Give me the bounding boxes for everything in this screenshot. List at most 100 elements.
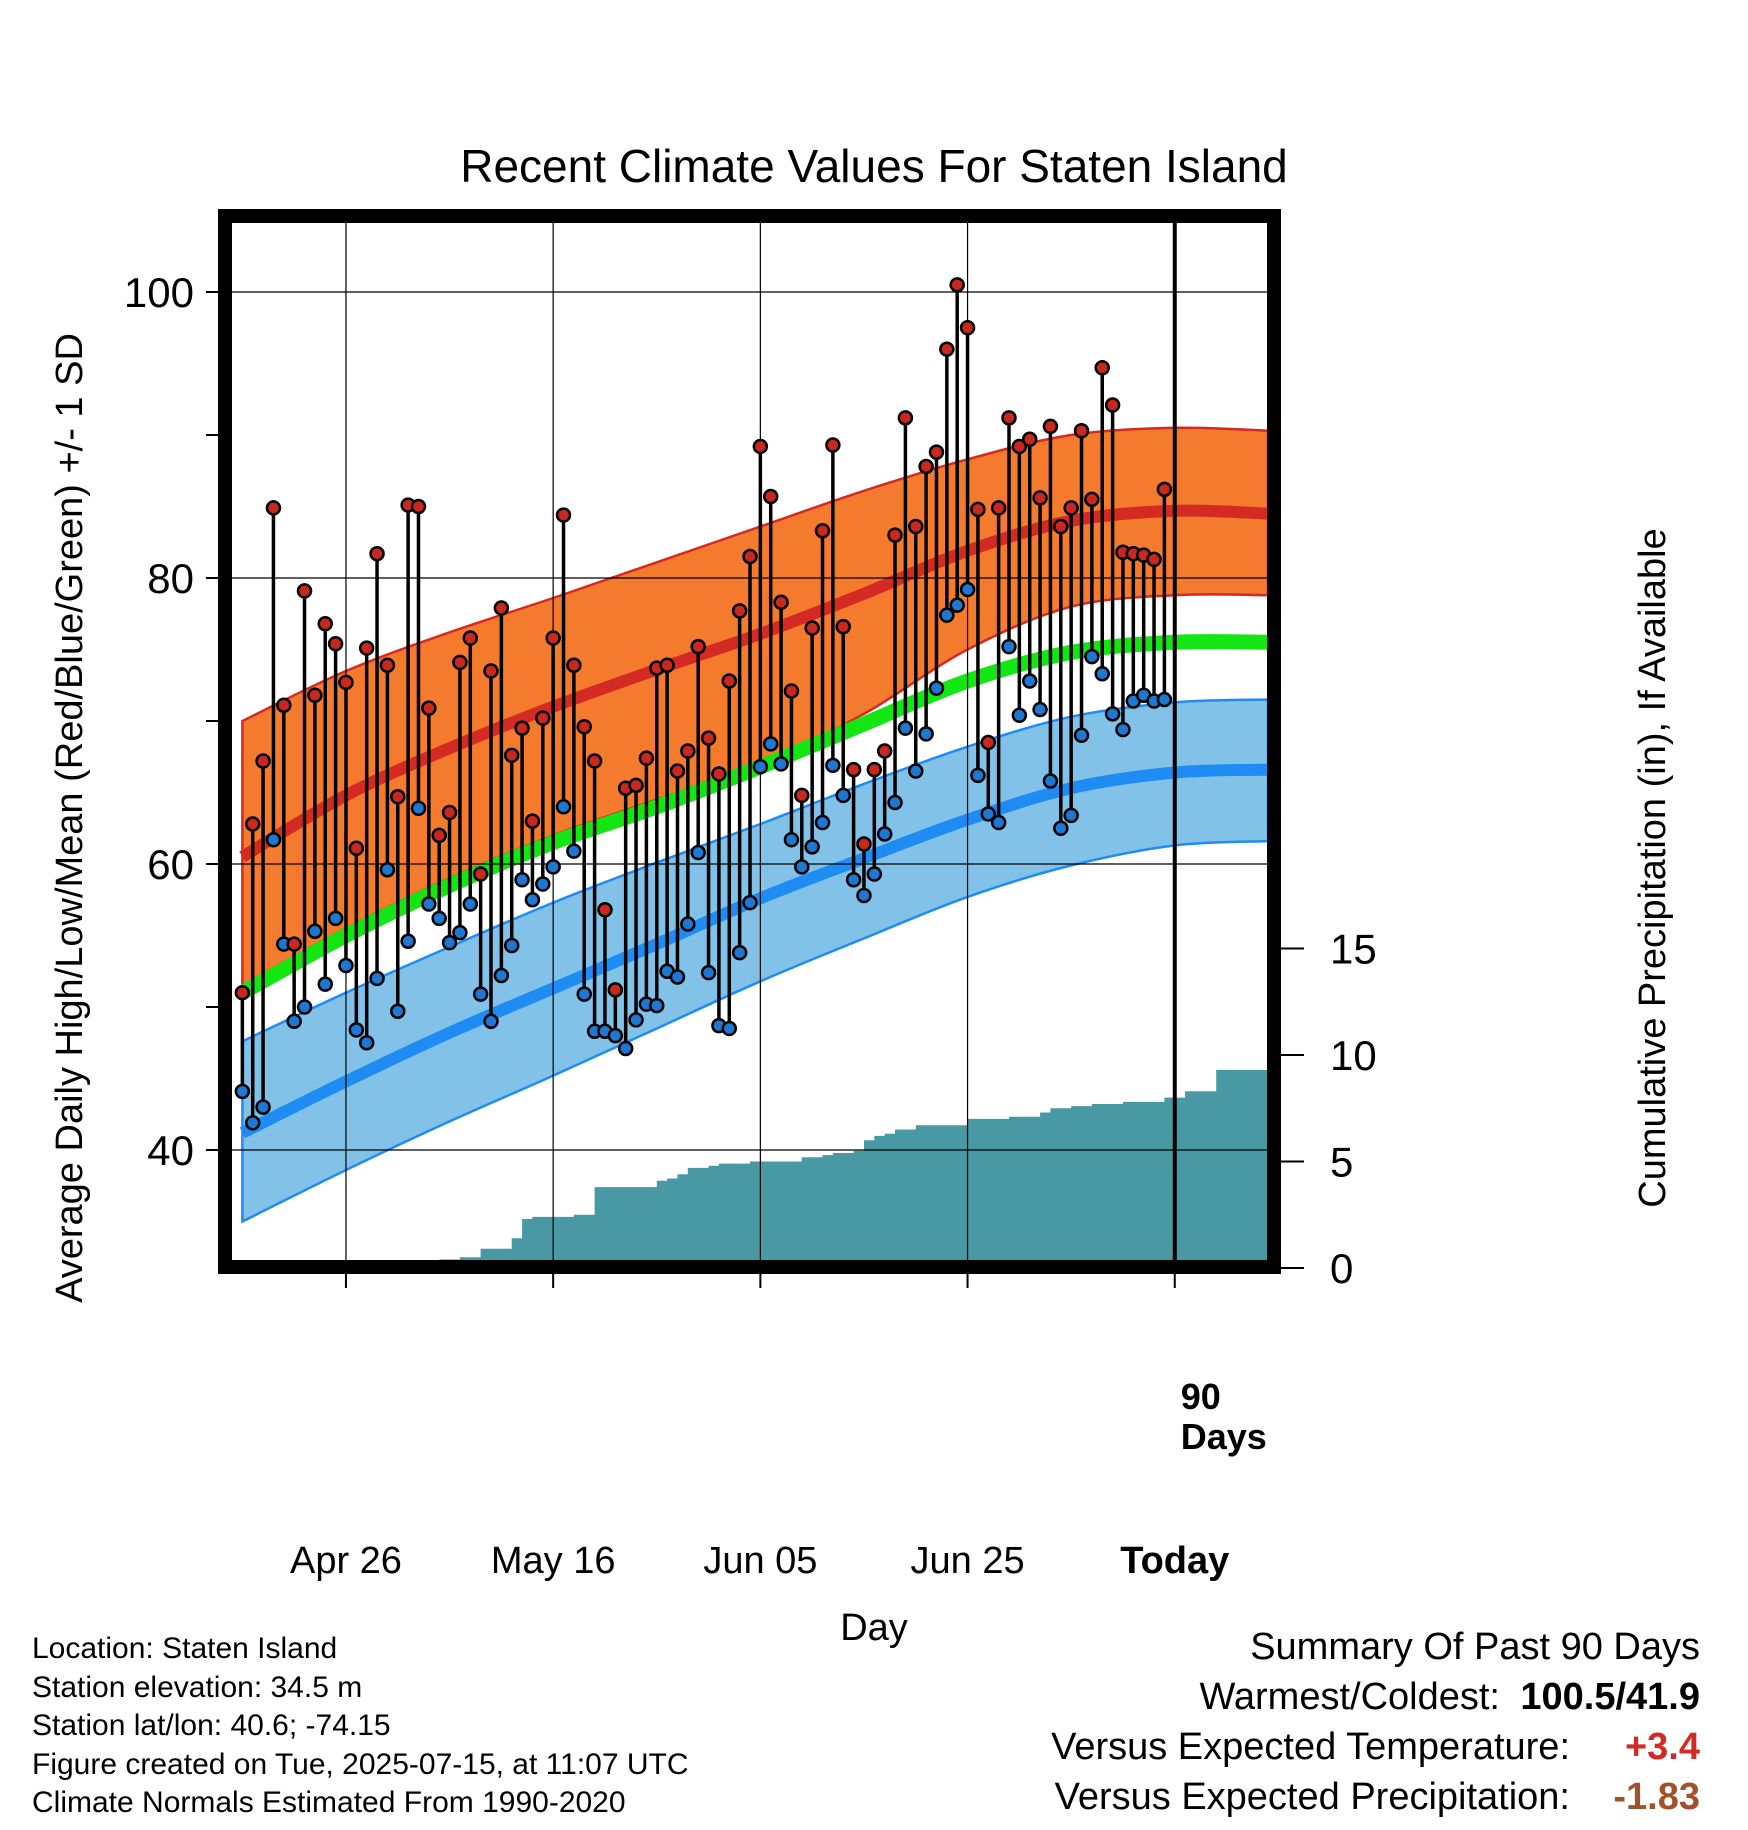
high-point-84 [1104, 397, 1121, 413]
high-point-71 [970, 501, 986, 518]
low-point-9 [327, 910, 344, 927]
low-point-71 [970, 767, 986, 784]
high-point-19 [431, 827, 447, 844]
low-point-77 [1032, 701, 1048, 718]
low-point-26 [503, 937, 520, 954]
low-point-84 [1104, 706, 1121, 722]
low-point-56 [814, 814, 831, 831]
high-point-78 [1042, 418, 1059, 435]
y-axis-ticks: 40 60 80 100 [124, 269, 218, 1174]
high-point-66 [918, 458, 934, 475]
frame-border [218, 209, 1281, 1274]
low-point-28 [524, 892, 541, 908]
daily-range-stems [240, 284, 1167, 1123]
low-point-30 [545, 859, 561, 875]
y2tick-label-5: 5 [1330, 1139, 1353, 1186]
low-point-79 [1053, 820, 1069, 836]
high-point-3 [265, 500, 282, 516]
high-point-11 [348, 840, 365, 857]
low-point-40 [649, 997, 665, 1014]
low-point-44 [690, 844, 706, 861]
ytick-label-100: 100 [124, 269, 194, 316]
low-point-21 [452, 924, 468, 941]
high-point-27 [514, 720, 530, 736]
precip-value: -1.83 [1613, 1776, 1700, 1818]
low-point-64 [897, 720, 914, 736]
ytick-label-80: 80 [147, 555, 194, 602]
y2tick-label-15: 15 [1330, 926, 1377, 973]
high-point-75 [1011, 438, 1028, 455]
low-point-55 [804, 839, 820, 855]
high-point-10 [338, 674, 354, 691]
low-point-61 [866, 866, 883, 882]
high-point-15 [390, 789, 406, 805]
high-point-39 [638, 750, 655, 766]
low-point-13 [369, 970, 385, 987]
low-point-15 [390, 1003, 406, 1020]
low-point-33 [576, 986, 592, 1002]
low-point-19 [431, 910, 447, 927]
low-point-10 [338, 957, 354, 974]
high-point-61 [866, 761, 883, 778]
low-point-27 [514, 871, 530, 888]
low-point-18 [421, 896, 437, 912]
high-point-43 [680, 743, 696, 759]
precipitation-area [242, 1069, 1269, 1268]
low-point-54 [794, 859, 810, 875]
high-point-9 [327, 636, 344, 652]
high-point-41 [659, 657, 675, 673]
xtick-label-apr-26: Apr 26 [290, 1540, 402, 1582]
high-point-77 [1032, 490, 1048, 506]
high-point-7 [307, 687, 323, 704]
low-point-82 [1084, 648, 1100, 665]
low-point-42 [669, 969, 686, 985]
high-point-36 [607, 982, 624, 998]
low-point-16 [400, 933, 416, 949]
low-point-48 [731, 944, 748, 961]
low-point-14 [379, 861, 396, 878]
high-point-50 [752, 438, 769, 455]
low-point-0 [234, 1083, 251, 1100]
low-point-7 [307, 923, 323, 939]
low-point-65 [908, 763, 924, 779]
high-point-63 [887, 527, 903, 543]
warmest-coldest-label: Warmest/Coldest: [1199, 1676, 1500, 1718]
low-point-62 [876, 826, 893, 842]
high-point-46 [711, 766, 727, 782]
high-point-30 [545, 630, 561, 646]
high-point-14 [379, 657, 396, 673]
low-point-17 [410, 800, 427, 816]
chart-title: Recent Climate Values For Staten Island [460, 140, 1288, 192]
low-point-81 [1073, 727, 1090, 744]
period-label-line2: Days [1181, 1416, 1267, 1457]
plot-frame [218, 209, 1281, 1274]
station-latlon: Station lat/lon: 40.6; -74.15 [32, 1709, 391, 1742]
low-point-43 [680, 916, 696, 932]
high-point-33 [576, 718, 592, 735]
high-point-32 [566, 657, 582, 673]
high-point-5 [286, 936, 302, 952]
low-point-38 [628, 1012, 644, 1028]
high-point-57 [825, 437, 841, 453]
high-point-60 [856, 836, 872, 852]
high-point-54 [794, 787, 810, 804]
low-point-5 [286, 1013, 302, 1030]
temp-value: +3.4 [1624, 1726, 1700, 1768]
low-point-20 [441, 934, 458, 951]
low-point-3 [265, 831, 282, 848]
high-point-34 [586, 753, 603, 769]
high-point-38 [628, 777, 644, 794]
high-point-48 [731, 603, 748, 619]
low-point-85 [1115, 721, 1131, 738]
high-point-89 [1156, 481, 1173, 498]
low-point-50 [752, 759, 769, 775]
xtick-label-jun-05: Jun 05 [703, 1540, 817, 1582]
low-point-76 [1021, 673, 1038, 689]
high-point-17 [410, 498, 427, 515]
low-point-25 [493, 967, 510, 984]
low-point-67 [928, 680, 945, 696]
low-point-58 [835, 787, 851, 804]
high-point-82 [1084, 491, 1100, 508]
